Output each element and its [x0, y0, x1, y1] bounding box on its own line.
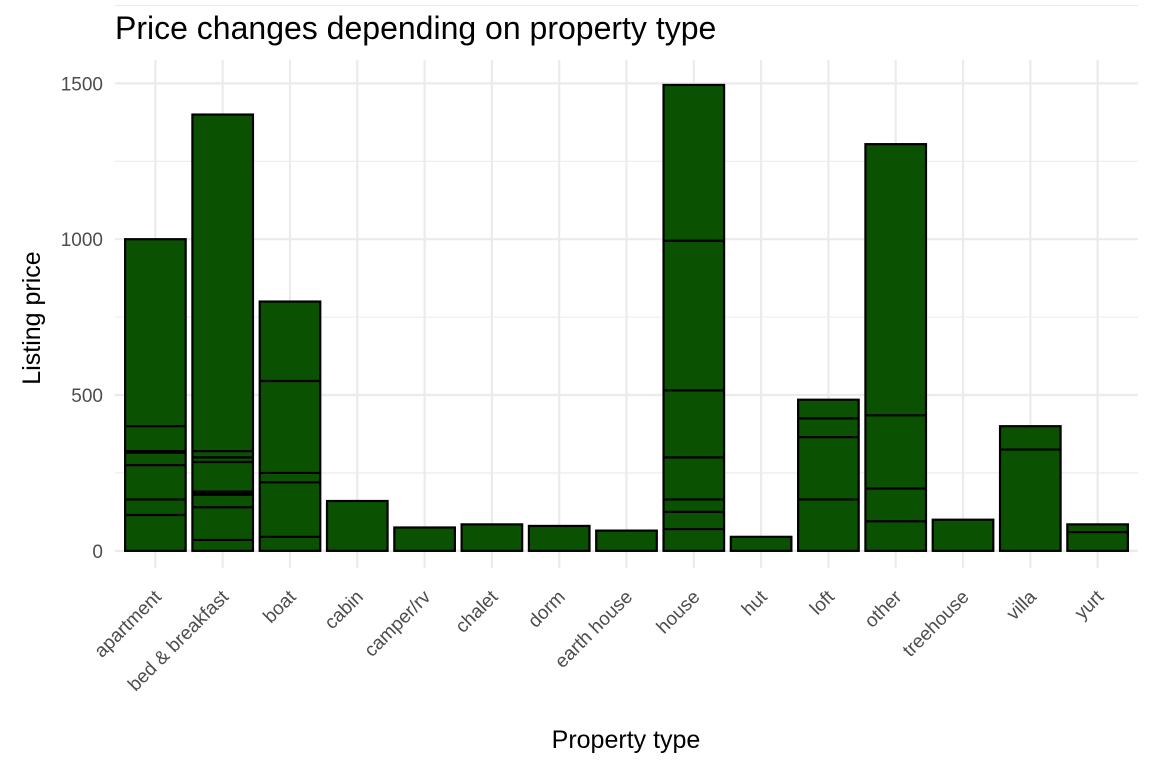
bar-other: [864, 143, 928, 552]
bar-chalet: [460, 523, 524, 552]
y-tick-label: 500: [71, 386, 103, 407]
bar-house: [662, 83, 726, 552]
y-tick-label: 0: [92, 542, 103, 563]
bar-dorm: [527, 524, 591, 552]
bar-cabin: [325, 499, 389, 552]
x-axis-title: Property type: [552, 726, 701, 754]
x-tick-label: cabin: [321, 587, 368, 634]
x-tick-label: villa: [1003, 586, 1041, 624]
x-tick-label: camper/rv: [361, 586, 436, 661]
bar-hut: [729, 535, 793, 552]
x-tick-label: treehouse: [899, 587, 974, 662]
x-tick-label: loft: [806, 586, 839, 619]
y-tick-label: 1500: [61, 74, 103, 95]
bar-apartment: [123, 238, 187, 552]
y-tick-labels: 0 500 1000 1500: [61, 74, 103, 562]
bar-loft: [797, 398, 860, 552]
x-tick-label: other: [861, 586, 907, 632]
x-tick-label: dorm: [524, 587, 569, 632]
chart-title: Price changes depending on property type: [115, 10, 716, 46]
x-tick-label: yurt: [1071, 586, 1109, 624]
bar-yurt: [1066, 523, 1130, 552]
bars: [123, 83, 1130, 552]
bar-villa: [998, 425, 1062, 552]
x-tick-label: boat: [260, 586, 302, 628]
bar-earth-house: [595, 529, 658, 552]
y-axis-title: Listing price: [18, 251, 46, 384]
x-tick-label: house: [653, 587, 704, 638]
bar-camper-rv: [393, 526, 456, 552]
bar-bed-breakfast: [191, 113, 255, 552]
x-tick-label: chalet: [452, 586, 503, 637]
y-tick-label: 1000: [61, 230, 103, 251]
x-tick-label: hut: [738, 586, 772, 620]
bar-boat: [258, 300, 322, 552]
bar-treehouse: [931, 518, 995, 552]
